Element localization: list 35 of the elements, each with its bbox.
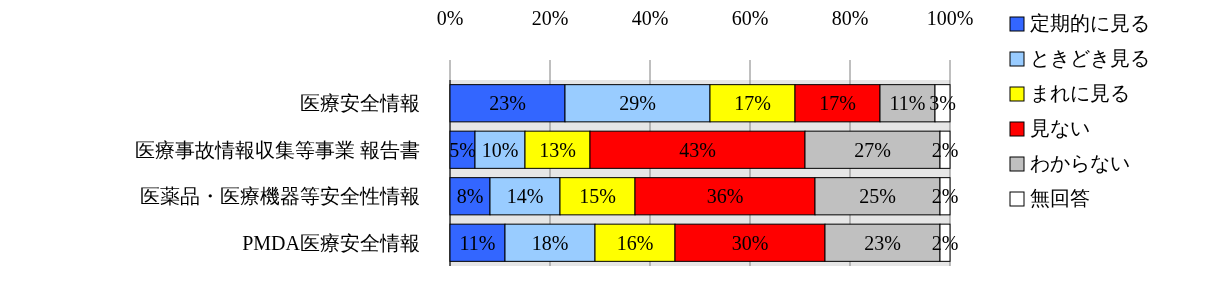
x-tick-label: 0%: [436, 7, 464, 29]
legend-label: ときどき見る: [1030, 47, 1150, 69]
data-label: 25%: [859, 185, 896, 208]
legend-label: わからない: [1030, 152, 1130, 174]
data-label: 15%: [579, 185, 616, 208]
data-label: 16%: [616, 231, 654, 254]
data-label: 11%: [459, 231, 496, 254]
x-tick-label: 60%: [731, 7, 769, 29]
legend-label: 無回答: [1030, 187, 1090, 209]
data-label: 43%: [679, 138, 716, 161]
data-label: 23%: [489, 92, 526, 115]
x-tick-label: 80%: [831, 7, 869, 29]
y-tick-label: 医療安全情報: [300, 92, 420, 115]
legend-label: まれに見る: [1030, 82, 1130, 104]
data-label: 18%: [531, 231, 569, 254]
data-label: 10%: [481, 138, 519, 161]
data-label: 30%: [731, 231, 769, 254]
data-label: 23%: [864, 231, 901, 254]
data-label: 29%: [619, 92, 656, 115]
data-label: 27%: [854, 138, 891, 161]
data-label: 17%: [734, 92, 771, 115]
x-tick-label: 20%: [531, 7, 569, 29]
x-tick-label: 100%: [926, 7, 974, 29]
data-label: 8%: [456, 185, 484, 208]
legend-label: 見ない: [1030, 117, 1090, 139]
y-tick-label: 医薬品・医療機器等安全性情報: [140, 185, 420, 208]
data-label: 36%: [706, 185, 744, 208]
y-tick-label: 医療事故情報収集等事業 報告書: [135, 138, 420, 161]
x-tick-label: 40%: [631, 7, 669, 29]
data-label: 14%: [506, 185, 544, 208]
data-label: 13%: [539, 138, 576, 161]
y-tick-label: PMDA医療安全情報: [242, 231, 420, 254]
legend-label: 定期的に見る: [1030, 12, 1150, 34]
data-label: 17%: [819, 92, 856, 115]
data-label: 11%: [889, 92, 926, 115]
